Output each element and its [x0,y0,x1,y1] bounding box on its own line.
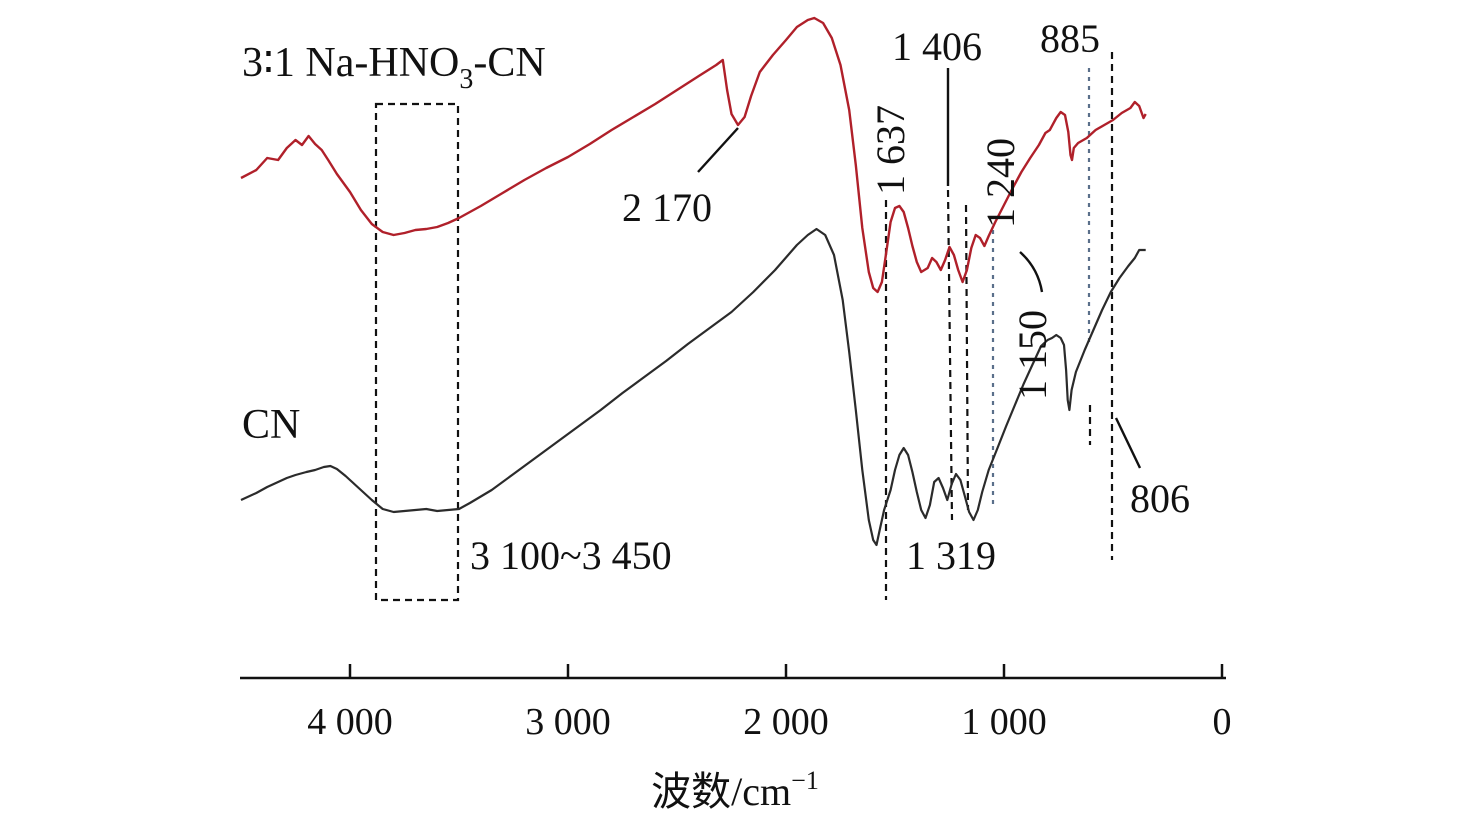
annotation-885: 885 [1040,16,1100,61]
x-tick-label-0: 4 000 [307,701,393,743]
annotation-1406: 1 406 [892,24,982,69]
annotation-1319: 1 319 [906,533,996,578]
x-axis-ticks: 4 000 3 000 2 000 1 000 0 [307,664,1232,743]
x-axis-title: 波数/cm−1 [651,766,819,814]
leader-1150 [1019,251,1044,293]
series-line-cn [240,227,1146,547]
leader-lines [697,68,1142,469]
series-label-subscript: 3 [459,64,473,95]
leader-2170 [697,127,739,173]
series-line-na-hno3-cn [240,16,1147,294]
x-axis-title-sup: −1 [791,766,819,795]
annotation-1150: 1 150 [1010,310,1055,400]
series-label-cn: CN [242,402,300,448]
x-axis: 4 000 3 000 2 000 1 000 0 波数/cm−1 [240,664,1232,814]
highlight-box [374,102,460,602]
x-tick-label-1: 3 000 [525,701,611,743]
x-tick-label-4: 0 [1213,701,1232,743]
guide-1319 [964,204,970,511]
annotation-3100-3450: 3 100~3 450 [470,533,672,578]
leader-806 [1114,417,1142,469]
series-label-na-hno3-cn: 3∶1 Na-HNO3-CN [242,40,546,95]
annotation-1240: 1 240 [978,138,1023,228]
x-tick-label-2: 2 000 [743,701,829,743]
annotations: 2 170 1 637 1 406 1 240 885 1 150 3 100~… [470,16,1190,578]
series-layer [240,16,1147,547]
guide-1406 [946,189,954,521]
annotation-1637: 1 637 [868,105,913,195]
annotation-2170: 2 170 [622,185,712,230]
x-tick-label-3: 1 000 [961,701,1047,743]
peak-guides [884,52,1114,600]
annotation-806: 806 [1130,476,1190,521]
